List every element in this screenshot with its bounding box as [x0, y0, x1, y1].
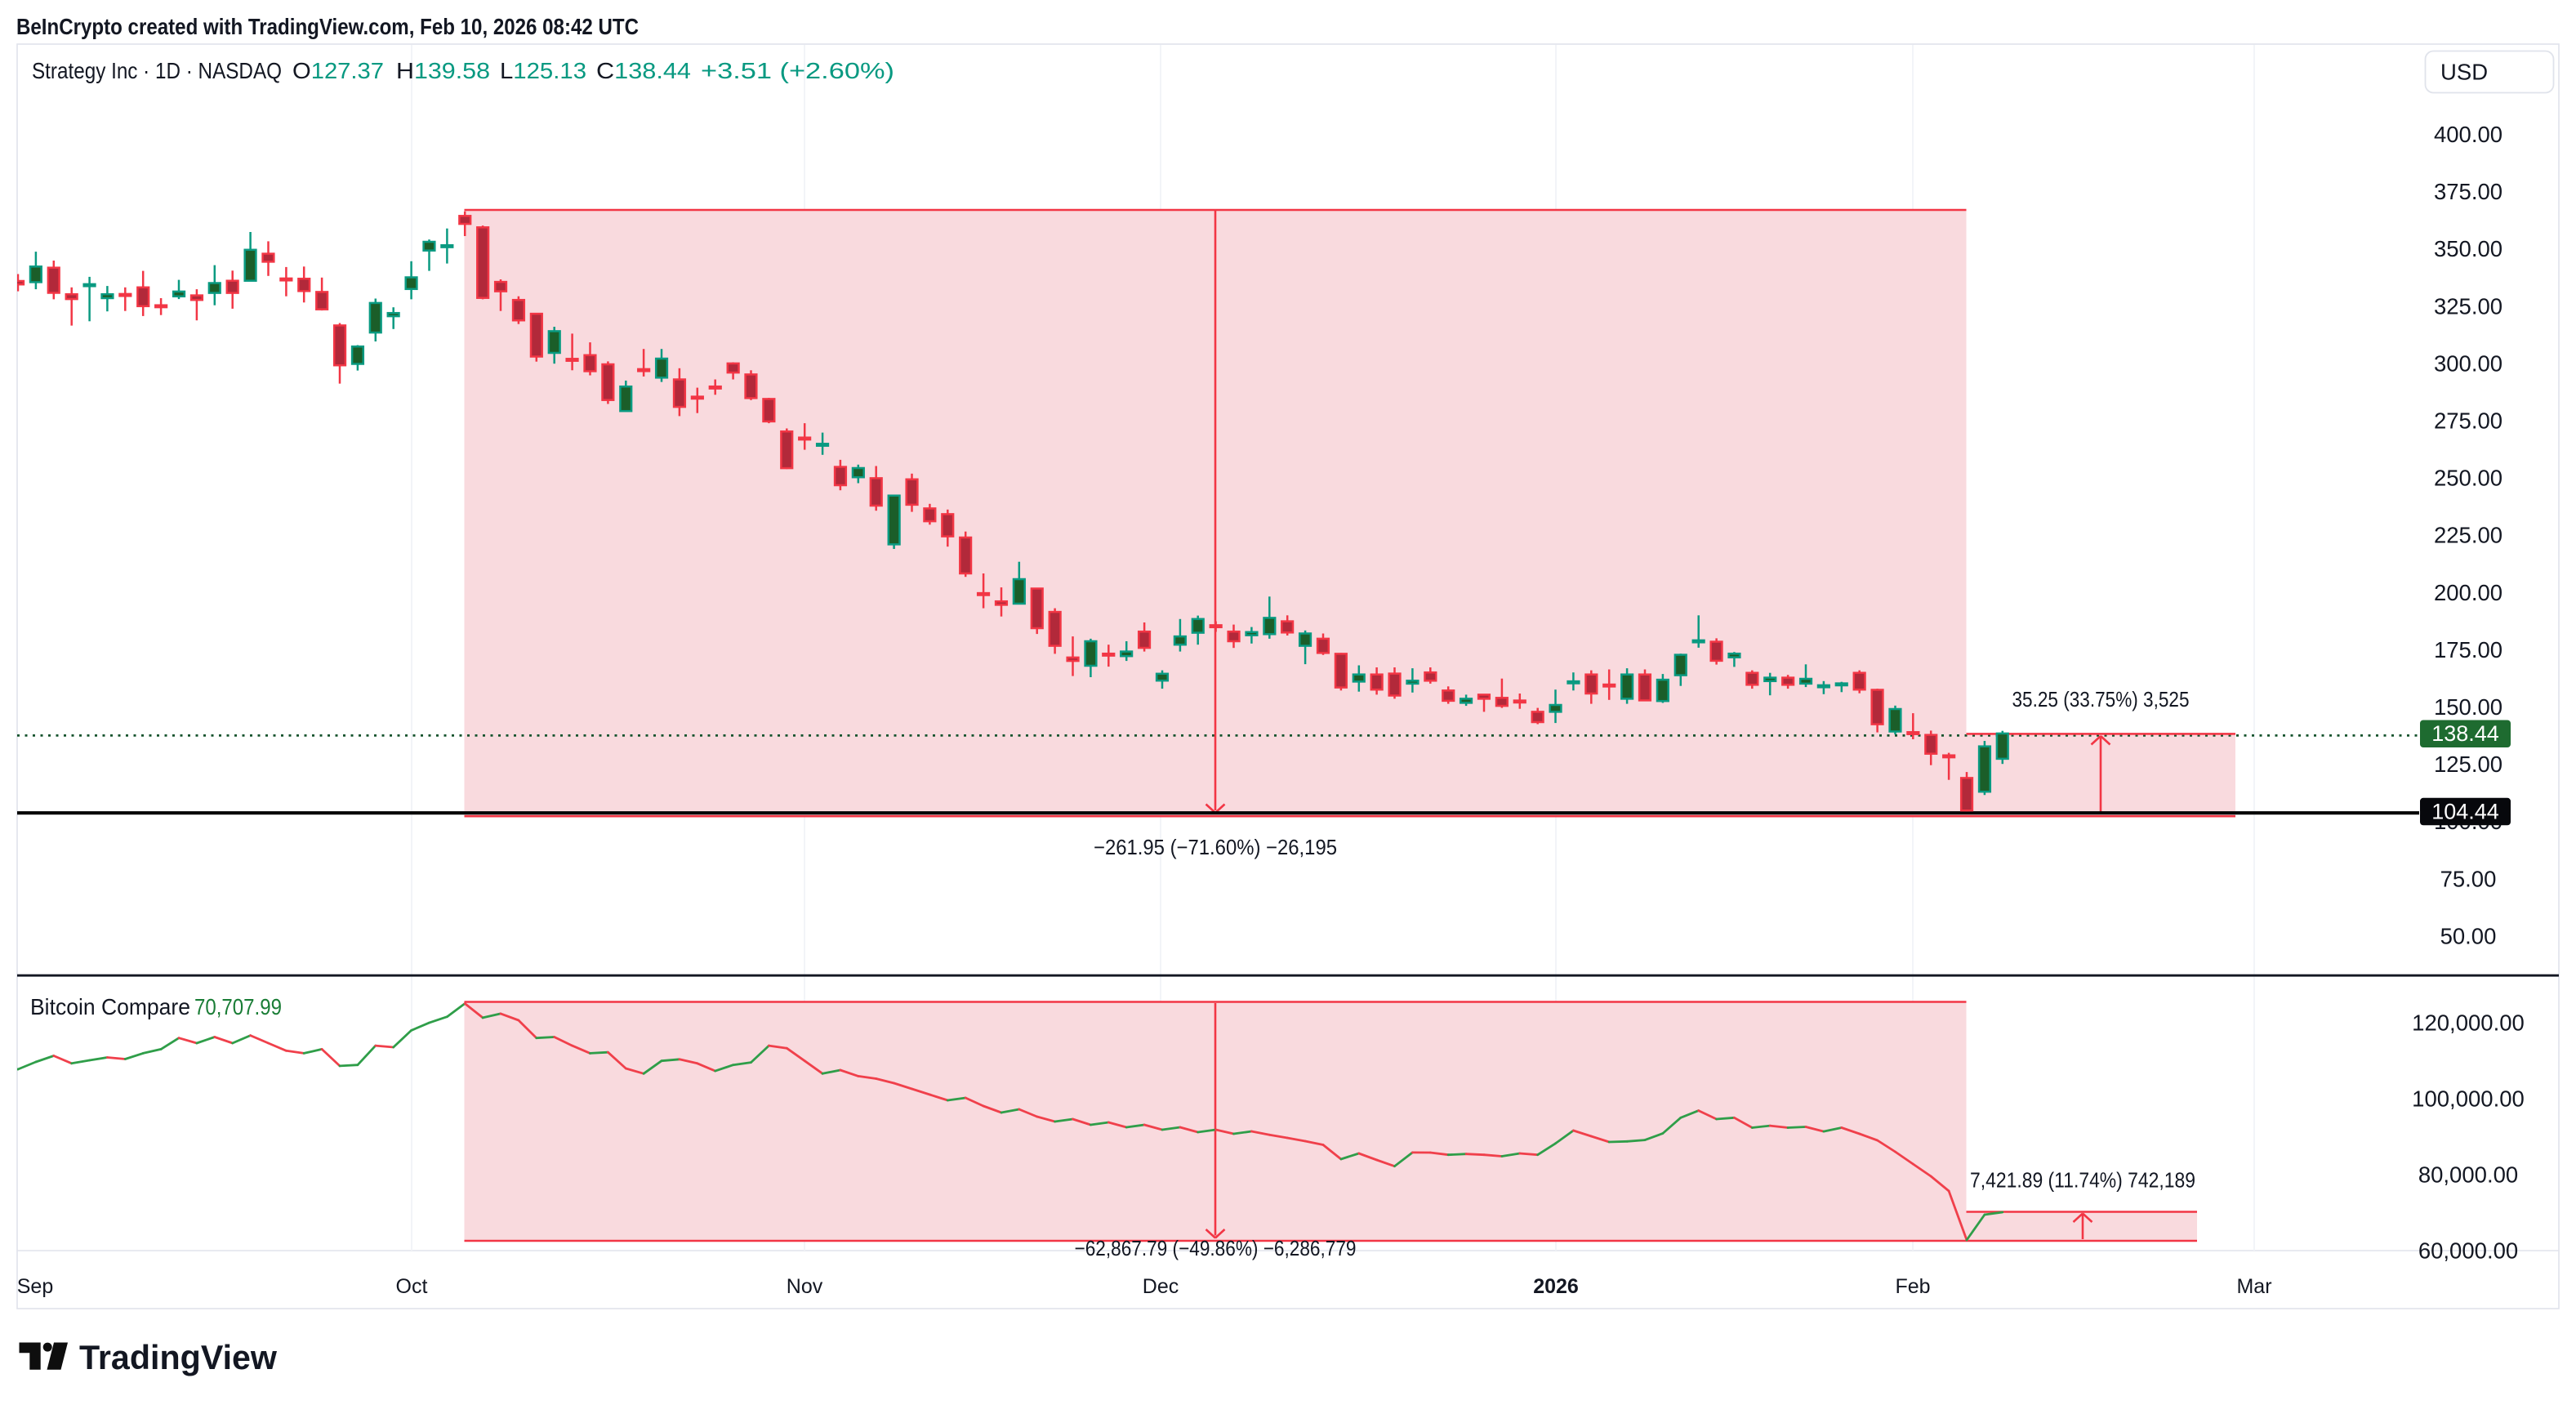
svg-text:50.00: 50.00 — [2440, 923, 2497, 948]
svg-text:2026: 2026 — [1533, 1275, 1579, 1298]
svg-text:175.00: 175.00 — [2434, 637, 2502, 662]
svg-text:Nov: Nov — [787, 1275, 823, 1298]
svg-text:70,707.99: 70,707.99 — [194, 994, 282, 1019]
svg-text:100,000.00: 100,000.00 — [2412, 1086, 2525, 1112]
svg-text:35.25 (33.75%) 3,525: 35.25 (33.75%) 3,525 — [2012, 687, 2190, 711]
svg-text:75.00: 75.00 — [2440, 866, 2497, 891]
svg-text:C138.44: C138.44 — [596, 58, 691, 83]
svg-text:Sep: Sep — [17, 1275, 53, 1298]
svg-text:250.00: 250.00 — [2434, 466, 2502, 491]
svg-text:80,000.00: 80,000.00 — [2418, 1162, 2518, 1188]
svg-text:300.00: 300.00 — [2434, 350, 2502, 376]
svg-text:275.00: 275.00 — [2434, 408, 2502, 434]
svg-text:L125.13: L125.13 — [500, 58, 586, 83]
svg-text:+3.51 (+2.60%): +3.51 (+2.60%) — [701, 58, 894, 83]
svg-text:Bitcoin Compare: Bitcoin Compare — [30, 994, 190, 1019]
svg-text:150.00: 150.00 — [2434, 694, 2502, 720]
svg-text:Mar: Mar — [2236, 1275, 2271, 1298]
svg-text:7,421.89 (11.74%) 742,189: 7,421.89 (11.74%) 742,189 — [1970, 1168, 2195, 1193]
svg-text:350.00: 350.00 — [2434, 236, 2502, 261]
svg-text:Strategy Inc · 1D · NASDAQ: Strategy Inc · 1D · NASDAQ — [32, 58, 282, 83]
svg-text:104.44: 104.44 — [2431, 799, 2499, 823]
svg-text:200.00: 200.00 — [2434, 580, 2502, 605]
svg-text:225.00: 225.00 — [2434, 523, 2502, 548]
svg-text:−261.95 (−71.60%) −26,195: −261.95 (−71.60%) −26,195 — [1094, 835, 1337, 859]
svg-text:−62,867.79 (−49.86%) −6,286,77: −62,867.79 (−49.86%) −6,286,779 — [1075, 1236, 1357, 1260]
svg-text:138.44: 138.44 — [2431, 721, 2499, 746]
svg-text:Oct: Oct — [396, 1275, 428, 1298]
svg-text:325.00: 325.00 — [2434, 293, 2502, 319]
svg-text:O127.37: O127.37 — [292, 58, 384, 83]
svg-text:Dec: Dec — [1143, 1275, 1179, 1298]
svg-text:H139.58: H139.58 — [396, 58, 490, 83]
svg-text:120,000.00: 120,000.00 — [2412, 1010, 2525, 1036]
svg-text:125.00: 125.00 — [2434, 752, 2502, 777]
svg-text:400.00: 400.00 — [2434, 122, 2502, 147]
svg-text:375.00: 375.00 — [2434, 179, 2502, 204]
svg-text:Feb: Feb — [1895, 1275, 1930, 1298]
svg-text:60,000.00: 60,000.00 — [2418, 1238, 2518, 1264]
svg-text:TradingView: TradingView — [79, 1338, 277, 1376]
svg-text:BeInCrypto created with Tradin: BeInCrypto created with TradingView.com,… — [16, 14, 639, 39]
svg-text:USD: USD — [2440, 60, 2488, 85]
